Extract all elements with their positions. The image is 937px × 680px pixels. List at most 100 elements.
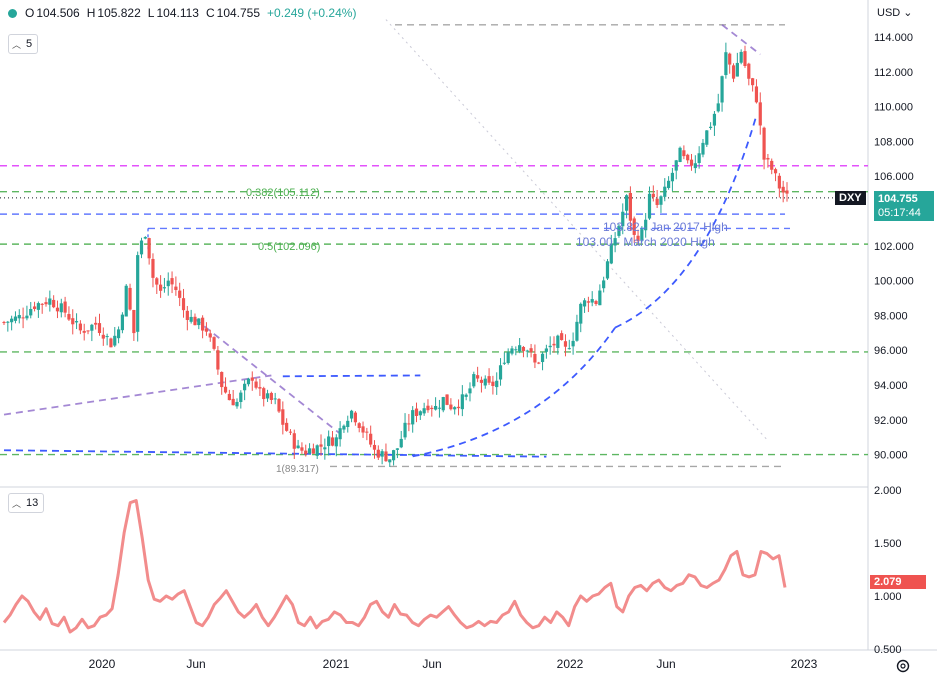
candle-body	[101, 334, 105, 339]
top-pane-badge[interactable]: ︿ 5	[8, 34, 39, 54]
candle-body	[136, 255, 140, 332]
candle-body	[239, 392, 243, 402]
osc-tick-label: 0.500	[874, 644, 902, 656]
candle-body	[399, 438, 403, 448]
candle-body	[166, 280, 170, 287]
candle-body	[40, 303, 44, 305]
jan-2017-label: 103.82 - Jan 2017 High	[603, 220, 728, 234]
candle-body	[613, 238, 617, 246]
candle-body	[78, 323, 82, 331]
candle-body	[29, 308, 33, 316]
candle-body	[712, 113, 717, 126]
candle-body	[174, 286, 178, 291]
candle-body	[55, 307, 60, 312]
low-value: 104.113	[156, 6, 199, 20]
candle-body	[655, 198, 659, 205]
candle-body	[598, 290, 602, 306]
trendline	[194, 318, 341, 435]
candle-body	[537, 362, 541, 364]
candle-body	[411, 410, 415, 425]
candle-body	[617, 225, 621, 236]
candle-body	[365, 431, 369, 433]
candle-body	[204, 328, 209, 332]
candle-body	[731, 65, 736, 79]
candle-body	[147, 238, 151, 259]
price-tick-label: 102.000	[874, 241, 914, 253]
candle-body	[739, 51, 743, 63]
candle-body	[472, 374, 476, 387]
candle-body	[716, 103, 720, 112]
candle-body	[97, 323, 102, 334]
candle-body	[48, 298, 52, 305]
candle-body	[105, 336, 109, 338]
candle-body	[647, 193, 652, 219]
candle-body	[376, 449, 380, 458]
candle-body	[594, 301, 598, 305]
chevron-up-icon: ︿	[12, 498, 22, 509]
price-tick-label: 108.000	[874, 136, 914, 148]
candle-body	[460, 394, 464, 410]
candle-body	[434, 405, 438, 410]
chevron-down-icon: ⌄	[903, 7, 913, 19]
candle-body	[686, 154, 690, 161]
candle-body	[770, 160, 774, 170]
candle-body	[709, 126, 713, 128]
candle-body	[315, 445, 319, 456]
candle-body	[563, 341, 568, 347]
gear-icon[interactable]	[896, 659, 910, 673]
currency-selector[interactable]: USD ⌄	[877, 7, 913, 19]
candle-body	[491, 381, 495, 387]
time-tick-label: Jun	[186, 657, 205, 671]
candle-body	[346, 420, 350, 427]
candle-body	[590, 299, 594, 303]
candle-body	[59, 303, 63, 313]
candle-body	[747, 63, 751, 79]
candle-body	[498, 365, 503, 380]
candle-body	[189, 316, 193, 322]
candle-body	[159, 284, 163, 291]
candle-body	[743, 51, 747, 66]
candle-body	[113, 335, 117, 346]
candle-body	[701, 142, 705, 155]
candle-body	[479, 379, 484, 383]
candle-body	[689, 159, 694, 166]
time-tick-label: 2021	[323, 657, 350, 671]
candle-body	[754, 86, 759, 103]
price-tick-label: 100.000	[874, 276, 914, 288]
candle-body	[781, 186, 785, 193]
price-tick-label: 106.000	[874, 171, 914, 183]
bottom-pane-badge[interactable]: ︿ 13	[8, 493, 45, 513]
horizontal-levels	[0, 24, 868, 468]
candle-body	[304, 450, 308, 455]
candle-body	[624, 195, 629, 211]
candle-body	[258, 387, 262, 389]
candle-body	[193, 316, 197, 326]
change-value: +0.249 (+0.24%)	[267, 6, 357, 20]
candle-body	[201, 317, 205, 331]
candle-body	[311, 448, 315, 454]
status-dot-icon	[8, 8, 17, 18]
fib-0382-label: 0.382(105.112)	[246, 187, 320, 199]
candle-body	[327, 436, 331, 447]
candle-body	[6, 321, 10, 323]
candle-body	[678, 147, 682, 162]
candle-body	[86, 330, 90, 332]
candle-body	[227, 393, 231, 401]
price-tick-label: 114.000	[874, 32, 913, 44]
osc-series-line	[2, 499, 787, 634]
candle-body	[720, 76, 724, 103]
candle-body	[540, 353, 545, 363]
candle-body	[514, 349, 518, 351]
candle-body	[426, 405, 430, 411]
candle-body	[636, 235, 640, 242]
fib-05-label: 0.5(102.096)	[258, 241, 320, 253]
candle-body	[342, 425, 346, 430]
candle-body	[773, 169, 778, 174]
candle-body	[388, 459, 392, 463]
candle-body	[605, 261, 610, 279]
candle-body	[17, 315, 21, 319]
candle-body	[372, 444, 377, 450]
candle-body	[216, 350, 220, 370]
candle-body	[349, 410, 354, 419]
